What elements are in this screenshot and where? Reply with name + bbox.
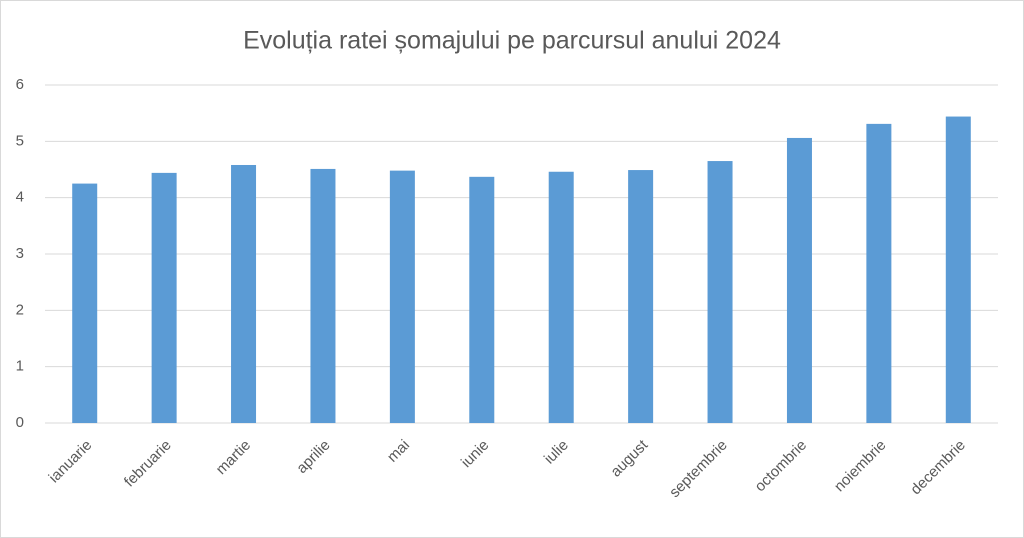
bar xyxy=(786,137,812,423)
chart-title: Evoluția ratei șomajului pe parcursul an… xyxy=(243,27,781,55)
bar xyxy=(945,116,971,424)
bar xyxy=(866,123,892,424)
bar xyxy=(469,176,495,423)
y-tick-label: 5 xyxy=(16,132,24,149)
y-tick-label: 4 xyxy=(16,189,24,206)
bar xyxy=(389,170,415,423)
bar xyxy=(548,171,574,423)
y-tick-label: 0 xyxy=(16,414,24,431)
bar xyxy=(707,161,733,424)
bar xyxy=(231,164,257,423)
bar xyxy=(72,183,98,423)
y-tick-label: 2 xyxy=(16,301,24,318)
y-tick-label: 3 xyxy=(16,245,24,262)
bar xyxy=(628,170,654,423)
y-tick-label: 6 xyxy=(16,76,24,93)
y-tick-label: 1 xyxy=(16,358,24,375)
bar xyxy=(310,168,336,423)
bar xyxy=(151,172,177,423)
